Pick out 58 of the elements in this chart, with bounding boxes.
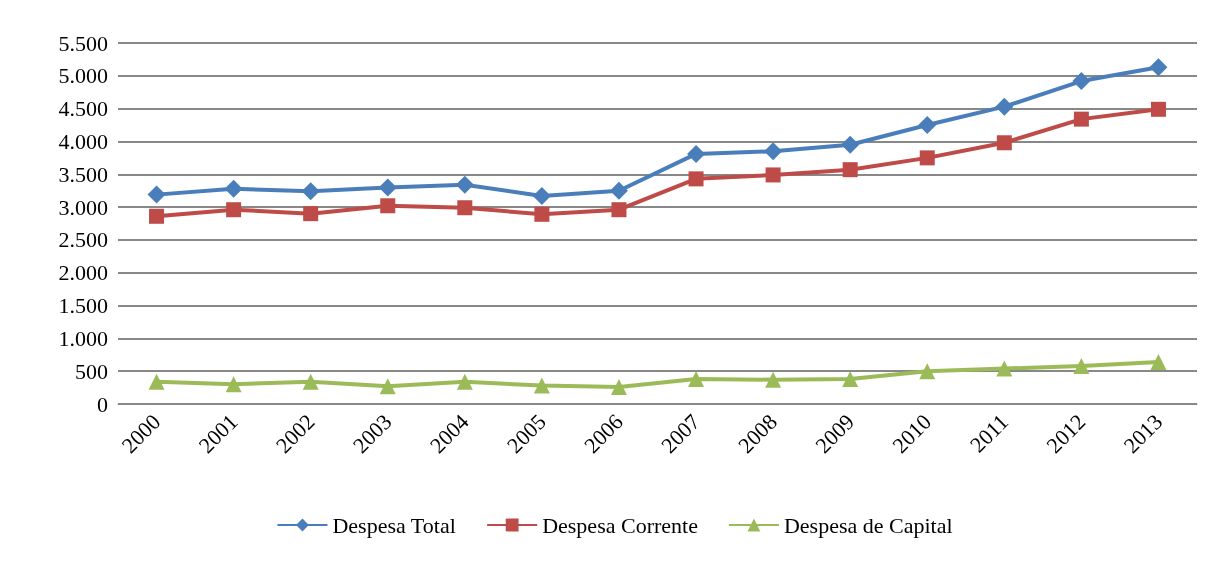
point	[688, 171, 704, 187]
point	[687, 144, 706, 163]
point	[764, 142, 783, 161]
point	[534, 206, 550, 222]
y-tick-label: 1.500	[58, 293, 108, 319]
point	[1149, 58, 1168, 77]
point	[611, 202, 627, 218]
y-tick-label: 1.000	[58, 325, 108, 351]
y-tick-label: 5.500	[58, 30, 108, 56]
point	[995, 97, 1014, 116]
point	[224, 179, 243, 198]
point	[765, 167, 781, 183]
point	[609, 181, 628, 200]
point	[225, 376, 242, 393]
point	[996, 135, 1012, 151]
y-tick-label: 500	[75, 358, 108, 384]
point	[765, 371, 782, 388]
legend-label: Despesa de Capital	[783, 512, 953, 538]
point	[147, 185, 166, 204]
legend-label: Despesa Corrente	[542, 512, 698, 538]
point	[226, 202, 242, 218]
y-tick-label: 0	[97, 391, 108, 417]
point	[688, 371, 705, 388]
y-tick-label: 3.500	[58, 161, 108, 187]
y-tick-label: 2.500	[58, 227, 108, 253]
point	[455, 175, 474, 194]
point	[379, 378, 396, 395]
point	[919, 150, 935, 166]
point	[918, 116, 937, 135]
legend-label: Despesa Total	[332, 512, 456, 538]
point	[532, 186, 551, 205]
point	[148, 373, 165, 390]
point	[149, 208, 165, 224]
point	[457, 200, 473, 216]
point	[1073, 111, 1089, 127]
point	[841, 135, 860, 154]
point	[302, 373, 319, 390]
point	[996, 360, 1013, 377]
point	[1072, 72, 1091, 91]
point	[610, 378, 627, 395]
y-tick-label: 2.000	[58, 260, 108, 286]
point	[1073, 357, 1090, 374]
point	[842, 162, 858, 178]
x-tick-label: 2011	[964, 409, 1014, 458]
point	[842, 371, 859, 388]
y-tick-label: 5.000	[58, 63, 108, 89]
point	[919, 363, 936, 380]
y-tick-label: 4.500	[58, 96, 108, 122]
point	[1150, 101, 1166, 117]
point	[380, 198, 396, 214]
point	[533, 377, 550, 394]
point	[456, 373, 473, 390]
y-tick-label: 3.000	[58, 194, 108, 220]
y-tick-label: 4.000	[58, 128, 108, 154]
point	[378, 178, 397, 197]
point	[1150, 353, 1167, 370]
point	[301, 182, 320, 201]
point	[303, 206, 319, 222]
